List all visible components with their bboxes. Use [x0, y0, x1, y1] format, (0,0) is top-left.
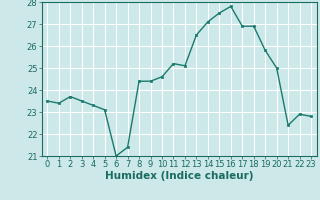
X-axis label: Humidex (Indice chaleur): Humidex (Indice chaleur)	[105, 171, 253, 181]
